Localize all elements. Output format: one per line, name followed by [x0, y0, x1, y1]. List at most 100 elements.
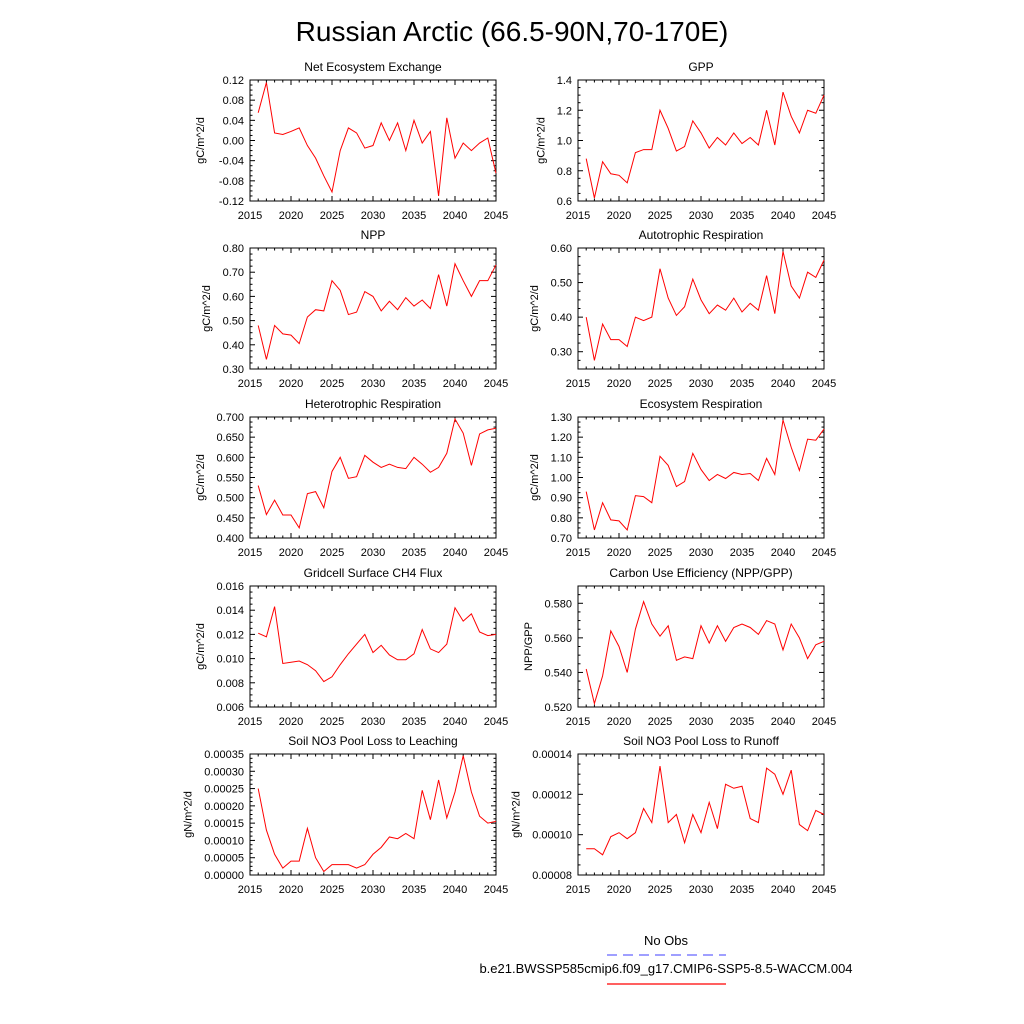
y-tick-label: -0.08 [219, 176, 244, 188]
y-tick-label: 0.40 [551, 312, 572, 324]
plot-frame [577, 247, 825, 370]
y-tick-label: 0.00008 [532, 870, 572, 882]
y-tick-label: 1.0 [557, 136, 572, 148]
panel-title: Ecosystem Respiration [640, 397, 763, 411]
y-tick-label: 0.650 [216, 432, 244, 444]
x-tick-label: 2025 [320, 716, 344, 728]
y-tick-label: 1.4 [557, 75, 572, 87]
panel-title: NPP [361, 228, 386, 242]
y-tick-label: 1.10 [551, 452, 572, 464]
y-tick-label: 0.8 [557, 166, 572, 178]
y-axis-label: gC/m^2/d [535, 117, 547, 164]
x-tick-label: 2035 [402, 210, 426, 222]
panel-10: Soil NO3 Pool Loss to Runoff 2015 2020 2025… [511, 734, 837, 896]
x-tick-label: 2025 [320, 547, 344, 559]
x-tick-label: 2020 [607, 547, 631, 559]
y-tick-label: 0.60 [223, 291, 244, 303]
series-line-1 [585, 419, 825, 531]
y-axis-label: gC/m^2/d [195, 117, 207, 164]
x-tick-label: 2015 [238, 547, 262, 559]
series-line-1 [257, 262, 497, 360]
x-tick-label: 2025 [648, 547, 672, 559]
x-tick-label: 2020 [607, 884, 631, 896]
x-tick-label: 2015 [566, 884, 590, 896]
series-line-1 [586, 766, 825, 856]
y-tick-label: 0.70 [223, 267, 244, 279]
panel-title: Gridcell Surface CH4 Flux [304, 566, 443, 580]
panel-4: Autotrophic Respiration 2015 2020 2025 2030 2… [529, 228, 836, 390]
y-tick-label: 0.80 [223, 243, 244, 255]
plot-frame [577, 753, 825, 876]
x-tick-label: 2020 [279, 716, 303, 728]
panel-title: Heterotrophic Respiration [305, 397, 441, 411]
x-tick-label: 2025 [648, 210, 672, 222]
y-tick-label: 0.40 [223, 340, 244, 352]
panel-title: Net Ecosystem Exchange [304, 60, 442, 74]
y-tick-label: 0.08 [223, 95, 244, 107]
x-tick-label: 2035 [730, 716, 754, 728]
legend-model-label: b.e21.BWSSP585cmip6.f09_g17.CMIP6-SSP5-8… [479, 961, 852, 976]
x-tick-label: 2020 [607, 716, 631, 728]
panel-3: NPP 2015 2020 2025 2030 2035 2040 2045 0.30 0.40 0… [201, 228, 508, 390]
y-tick-label: 0.00030 [204, 766, 244, 778]
x-tick-label: 2025 [320, 884, 344, 896]
y-tick-label: 0.60 [551, 243, 572, 255]
y-tick-label: 0.400 [216, 533, 244, 545]
x-tick-label: 2035 [402, 547, 426, 559]
panel-9: Soil NO3 Pool Loss to Leaching 2015 2020 20… [183, 734, 509, 896]
y-tick-label: 0.016 [216, 581, 244, 593]
y-tick-label: 0.700 [216, 412, 244, 424]
y-tick-label: 1.2 [557, 105, 572, 117]
x-tick-label: 2015 [566, 210, 590, 222]
x-tick-label: 2040 [443, 716, 467, 728]
y-tick-label: 0.00000 [204, 870, 244, 882]
y-tick-label: 0.550 [216, 473, 244, 485]
x-tick-label: 2030 [689, 884, 713, 896]
x-tick-label: 2040 [771, 716, 795, 728]
y-axis-label: gN/m^2/d [511, 791, 523, 838]
y-tick-label: 0.00 [223, 136, 244, 148]
y-axis-label: gC/m^2/d [201, 285, 213, 332]
y-tick-label: 0.010 [216, 654, 244, 666]
y-tick-label: 0.560 [544, 633, 572, 645]
x-tick-label: 2030 [361, 378, 385, 390]
panel-title: GPP [688, 60, 713, 74]
x-tick-label: 2025 [648, 716, 672, 728]
x-tick-label: 2030 [689, 547, 713, 559]
panel-1: Net Ecosystem Exchange 2015 2020 2025 2030 20… [195, 60, 508, 222]
y-tick-label: 0.520 [544, 702, 572, 714]
x-tick-label: 2035 [730, 210, 754, 222]
panel-title: Autotrophic Respiration [639, 228, 764, 242]
panels: Net Ecosystem Exchange 2015 2020 2025 2030 20… [183, 60, 837, 896]
y-tick-label: 0.00005 [204, 853, 244, 865]
x-tick-label: 2040 [443, 210, 467, 222]
x-tick-label: 2030 [689, 210, 713, 222]
x-tick-label: 2015 [566, 378, 590, 390]
panel-7: Gridcell Surface CH4 Flux 2015 2020 2025 203… [195, 566, 508, 728]
x-tick-label: 2030 [361, 210, 385, 222]
x-tick-label: 2030 [361, 716, 385, 728]
y-tick-label: 1.20 [551, 432, 572, 444]
y-axis-label: gC/m^2/d [529, 454, 541, 501]
series-line-1 [585, 599, 825, 706]
y-tick-label: 0.006 [216, 702, 244, 714]
legend-obs-label: No Obs [644, 933, 689, 948]
x-tick-label: 2045 [812, 210, 836, 222]
y-tick-label: 1.30 [551, 412, 572, 424]
x-tick-label: 2040 [443, 378, 467, 390]
series-line-1 [257, 606, 497, 683]
y-tick-label: 0.00014 [532, 749, 572, 761]
y-tick-label: 0.00010 [532, 830, 572, 842]
x-tick-label: 2035 [402, 378, 426, 390]
x-tick-label: 2035 [730, 378, 754, 390]
plot-frame [249, 79, 497, 202]
x-tick-label: 2020 [279, 210, 303, 222]
x-tick-label: 2020 [607, 210, 631, 222]
y-tick-label: 0.00035 [204, 749, 244, 761]
y-tick-label: 0.90 [551, 493, 572, 505]
y-axis-label: gC/m^2/d [195, 623, 207, 670]
y-tick-label: -0.12 [219, 196, 244, 208]
y-tick-label: 0.80 [551, 513, 572, 525]
y-axis-label: NPP/GPP [523, 622, 535, 671]
y-tick-label: 0.00015 [204, 818, 244, 830]
